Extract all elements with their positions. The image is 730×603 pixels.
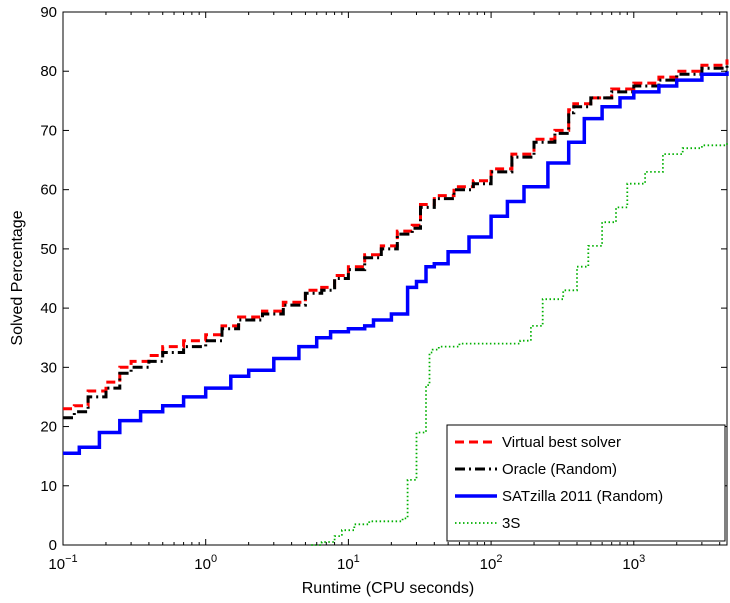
series-line-2 xyxy=(63,62,729,420)
x-tick-exponent: 2 xyxy=(496,553,502,565)
legend-label-1: Virtual best solver xyxy=(502,434,621,451)
x-tick-exponent: 1 xyxy=(354,553,360,565)
y-tick-label: 10 xyxy=(40,478,57,495)
plot-area xyxy=(62,11,728,546)
x-tick-label: 103 xyxy=(622,553,645,573)
x-tick-exponent: 0 xyxy=(211,553,217,565)
x-tick-label: 100 xyxy=(194,553,217,573)
y-tick-label: 40 xyxy=(40,300,57,317)
x-tick-label: 10−1 xyxy=(48,553,77,573)
x-tick-label: 101 xyxy=(337,553,360,573)
y-tick-label: 70 xyxy=(40,122,57,139)
x-tick-base: 10 xyxy=(194,556,211,573)
x-tick-base: 10 xyxy=(622,556,639,573)
series-layer xyxy=(63,59,729,546)
legend-label-4: 3S xyxy=(502,515,520,532)
x-tick-base: 10 xyxy=(480,556,497,573)
y-tick-label: 50 xyxy=(40,241,57,258)
legend: Virtual best solver Oracle (Random) SATzil… xyxy=(446,424,726,542)
series-line-4 xyxy=(311,142,728,546)
y-axis-label: Solved Percentage xyxy=(9,210,26,345)
y-tick-label: 80 xyxy=(40,63,57,80)
x-tick-label: 102 xyxy=(480,553,503,573)
x-tick-exponent: 3 xyxy=(639,553,645,565)
x-axis-label: Runtime (CPU seconds) xyxy=(302,580,475,597)
x-tick-base: 10 xyxy=(337,556,354,573)
legend-box xyxy=(446,424,726,542)
y-tick-label: 0 xyxy=(49,537,57,554)
y-tick-label: 60 xyxy=(40,182,57,199)
y-tick-label: 20 xyxy=(40,419,57,436)
y-tick-label: 30 xyxy=(40,359,57,376)
series-line-3 xyxy=(63,71,729,455)
x-tick-base: 10 xyxy=(48,556,65,573)
x-tick-exponent: −1 xyxy=(65,553,78,565)
y-tick-label: 90 xyxy=(40,4,57,21)
legend-label-3: SATzilla 2011 (Random) xyxy=(502,488,663,505)
plot-frame xyxy=(62,11,728,546)
legend-label-2: Oracle (Random) xyxy=(502,461,617,478)
